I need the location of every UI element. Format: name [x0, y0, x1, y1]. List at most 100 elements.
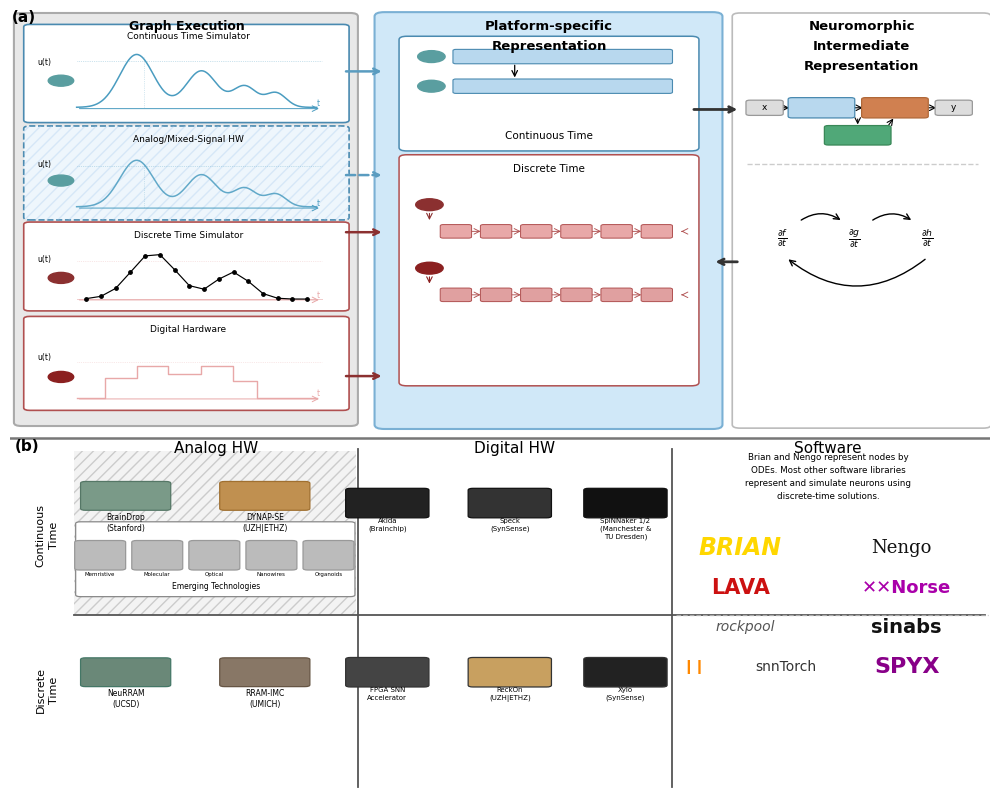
Text: Graph Execution: Graph Execution	[129, 20, 244, 32]
Text: $\frac{\partial f}{\partial t}$: $\frac{\partial f}{\partial t}$	[777, 228, 788, 249]
Text: t: t	[317, 99, 320, 108]
FancyBboxPatch shape	[346, 488, 429, 518]
Point	[181, 279, 197, 292]
Point	[78, 293, 94, 305]
Point	[255, 287, 271, 300]
Text: Intermediate: Intermediate	[813, 40, 910, 53]
FancyBboxPatch shape	[246, 540, 297, 570]
Text: $\frac{\partial h}{\partial t}$: $\frac{\partial h}{\partial t}$	[921, 228, 934, 249]
FancyBboxPatch shape	[935, 100, 972, 115]
FancyBboxPatch shape	[14, 13, 358, 426]
Point	[122, 266, 138, 278]
Circle shape	[418, 51, 445, 62]
Text: Platform-specific: Platform-specific	[485, 20, 613, 32]
FancyBboxPatch shape	[303, 540, 354, 570]
FancyBboxPatch shape	[220, 658, 310, 687]
Circle shape	[416, 199, 443, 210]
FancyBboxPatch shape	[788, 97, 855, 118]
FancyBboxPatch shape	[399, 155, 699, 386]
Point	[196, 283, 212, 296]
Text: u(t): u(t)	[37, 58, 51, 66]
Point	[284, 293, 300, 305]
FancyBboxPatch shape	[521, 288, 552, 301]
Text: (b): (b)	[15, 439, 40, 454]
Text: Continuous Time Simulator: Continuous Time Simulator	[127, 32, 250, 41]
Text: Akida
(Brainchip): Akida (Brainchip)	[368, 518, 407, 532]
Text: u(t): u(t)	[37, 160, 51, 169]
Text: Discrete Time Simulator: Discrete Time Simulator	[134, 231, 243, 240]
Text: Representation: Representation	[804, 59, 919, 73]
Text: Digital Hardware: Digital Hardware	[150, 325, 226, 335]
Text: Molecular: Molecular	[144, 572, 171, 577]
FancyBboxPatch shape	[746, 100, 783, 115]
FancyBboxPatch shape	[24, 222, 349, 311]
Text: Continuous Time: Continuous Time	[505, 131, 593, 142]
Text: t: t	[317, 389, 320, 399]
FancyBboxPatch shape	[81, 658, 171, 687]
FancyBboxPatch shape	[601, 288, 632, 301]
FancyBboxPatch shape	[440, 225, 472, 238]
Text: BrainDrop
(Stanford): BrainDrop (Stanford)	[106, 513, 145, 533]
FancyBboxPatch shape	[561, 225, 592, 238]
FancyBboxPatch shape	[468, 488, 551, 518]
Text: Optical: Optical	[205, 572, 224, 577]
FancyBboxPatch shape	[440, 288, 472, 301]
Text: t: t	[317, 291, 320, 300]
FancyBboxPatch shape	[132, 540, 183, 570]
Text: LAVA: LAVA	[711, 577, 770, 598]
Text: Digital HW: Digital HW	[474, 441, 555, 456]
Text: Neuromorphic: Neuromorphic	[808, 20, 915, 32]
Point	[108, 282, 124, 295]
Text: Nengo: Nengo	[872, 539, 932, 557]
FancyBboxPatch shape	[732, 13, 991, 428]
Circle shape	[48, 175, 74, 186]
FancyBboxPatch shape	[81, 482, 171, 510]
Text: Emerging Technologies: Emerging Technologies	[172, 582, 260, 591]
Point	[93, 290, 109, 303]
Text: Memristive: Memristive	[85, 572, 115, 577]
FancyBboxPatch shape	[399, 36, 699, 151]
Text: Analog/Mixed-Signal HW: Analog/Mixed-Signal HW	[133, 134, 244, 144]
Text: ❙❙: ❙❙	[682, 660, 706, 674]
Text: RRAM-IMC
(UMICH): RRAM-IMC (UMICH)	[245, 689, 284, 710]
Point	[270, 292, 286, 305]
FancyBboxPatch shape	[453, 49, 672, 64]
FancyBboxPatch shape	[584, 657, 667, 687]
Text: y: y	[951, 104, 956, 112]
Text: NeuRRAM
(UCSD): NeuRRAM (UCSD)	[107, 689, 144, 710]
Circle shape	[416, 263, 443, 274]
FancyBboxPatch shape	[641, 288, 672, 301]
Text: SPYX: SPYX	[874, 657, 939, 677]
Text: u(t): u(t)	[37, 255, 51, 264]
FancyBboxPatch shape	[24, 316, 349, 411]
FancyBboxPatch shape	[76, 522, 355, 596]
FancyBboxPatch shape	[521, 225, 552, 238]
Point	[152, 248, 168, 261]
Text: Xylo
(SynSense): Xylo (SynSense)	[606, 687, 645, 702]
Text: Speck
(SynSense): Speck (SynSense)	[490, 518, 530, 532]
Text: BRIAN: BRIAN	[699, 536, 782, 560]
Text: Analog HW: Analog HW	[174, 441, 258, 456]
Text: sinabs: sinabs	[871, 618, 942, 637]
Point	[226, 266, 242, 278]
FancyBboxPatch shape	[220, 482, 310, 510]
FancyBboxPatch shape	[480, 288, 512, 301]
Text: Continuous
Time: Continuous Time	[36, 504, 59, 567]
FancyBboxPatch shape	[346, 657, 429, 687]
FancyBboxPatch shape	[453, 79, 672, 93]
Text: x: x	[762, 104, 767, 112]
Point	[167, 263, 183, 276]
Text: Representation: Representation	[491, 40, 607, 53]
FancyBboxPatch shape	[584, 488, 667, 518]
Text: rockpool: rockpool	[715, 620, 775, 634]
Bar	[74, 451, 356, 615]
FancyBboxPatch shape	[75, 540, 126, 570]
Point	[211, 273, 227, 286]
Point	[137, 250, 153, 263]
Text: Nanowires: Nanowires	[257, 572, 286, 577]
Text: Discrete Time: Discrete Time	[513, 164, 585, 174]
FancyBboxPatch shape	[24, 25, 349, 123]
Circle shape	[48, 75, 74, 86]
FancyBboxPatch shape	[480, 225, 512, 238]
Point	[299, 293, 315, 305]
